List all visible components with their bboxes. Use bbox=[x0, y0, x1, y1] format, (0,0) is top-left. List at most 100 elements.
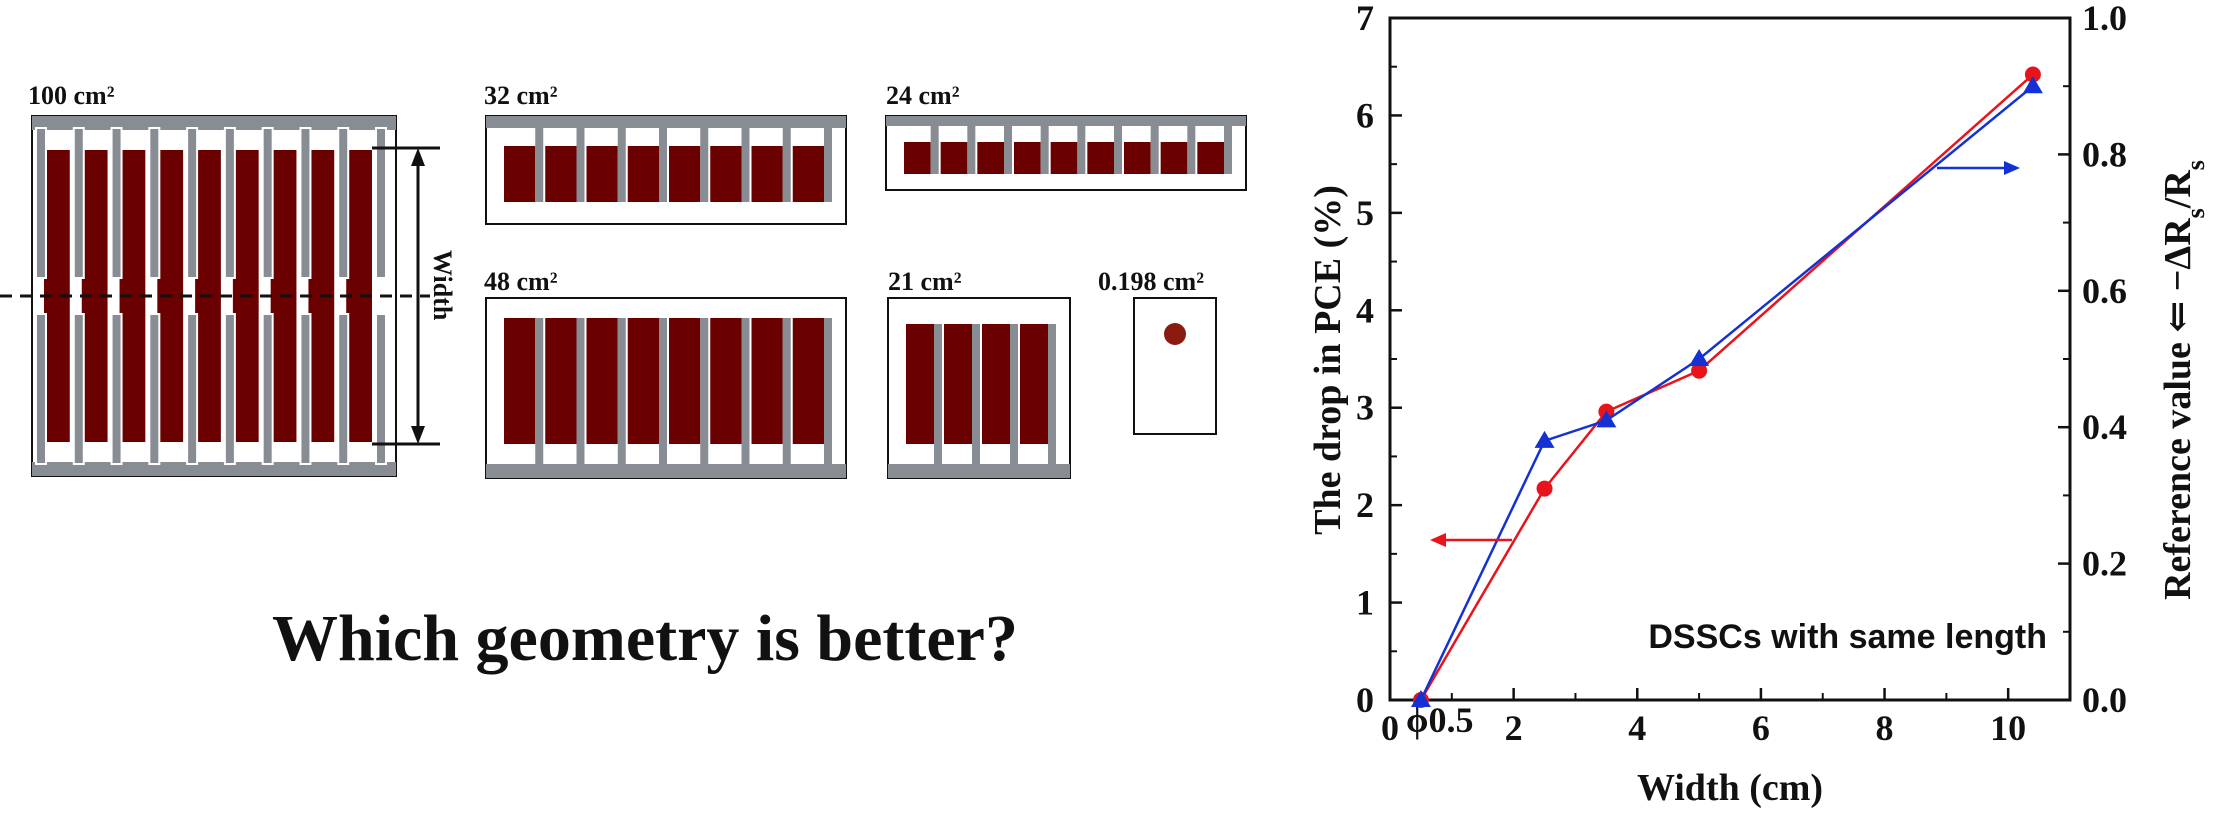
plot-frame bbox=[1388, 16, 2072, 702]
cell-32: 32 cm² bbox=[484, 81, 847, 225]
y-left-tick-label: 6 bbox=[1356, 95, 1374, 135]
y-right-tick-label: 0.8 bbox=[2082, 134, 2127, 174]
active-strip bbox=[904, 142, 931, 174]
active-strip bbox=[586, 318, 618, 444]
grid-finger bbox=[700, 126, 709, 202]
cell-0198: 0.198 cm² bbox=[1098, 267, 1217, 435]
question-text: Which geometry is better? bbox=[272, 602, 1018, 675]
y-left-axis-title: The drop in PCE (%) bbox=[1307, 185, 1349, 535]
cell-24: 24 cm² bbox=[885, 81, 1247, 191]
x-tick-label: 8 bbox=[1876, 708, 1894, 748]
grid-finger bbox=[659, 126, 667, 202]
finger-top bbox=[72, 127, 85, 279]
grid-finger bbox=[1010, 324, 1018, 466]
finger-top bbox=[35, 127, 47, 279]
x-ticks: 0 2 4 6 8 10 bbox=[1381, 688, 2026, 748]
active-strip bbox=[627, 146, 659, 202]
active-strip bbox=[1020, 324, 1048, 444]
finger-bottom bbox=[35, 313, 47, 465]
annotation-text: DSSCs with same length bbox=[1648, 618, 2047, 656]
finger-bottom bbox=[72, 313, 85, 465]
area-label-21: 21 cm² bbox=[888, 267, 962, 296]
x-tick-label: 0 bbox=[1381, 708, 1399, 748]
grid-finger bbox=[617, 126, 626, 202]
finger-bottom bbox=[261, 313, 274, 465]
area-label-24: 24 cm² bbox=[886, 81, 960, 110]
grid-finger bbox=[934, 324, 942, 466]
y-left-tick-label: 1 bbox=[1356, 583, 1374, 623]
active-strip bbox=[792, 318, 824, 444]
grid-finger bbox=[824, 318, 832, 466]
finger-bottom bbox=[148, 313, 161, 465]
area-label-32: 32 cm² bbox=[484, 81, 558, 110]
active-strip bbox=[906, 324, 934, 444]
grid-finger bbox=[1150, 124, 1159, 174]
grid-finger bbox=[1077, 124, 1086, 174]
active-strip bbox=[669, 146, 701, 202]
grid-finger bbox=[576, 126, 585, 202]
circle-marker bbox=[2024, 66, 2041, 83]
triangle-marker bbox=[1689, 349, 1710, 366]
finger-top bbox=[110, 127, 123, 279]
y-right-tick-label: 0.2 bbox=[2082, 544, 2127, 584]
triangle-marker bbox=[1534, 430, 1555, 448]
y-left-tick-label: 4 bbox=[1356, 290, 1374, 330]
y-right-axis-title: Reference value ⇐ −ΔRs/Rs bbox=[2157, 160, 2210, 600]
finger-top bbox=[261, 127, 274, 279]
grid-finger bbox=[782, 126, 791, 202]
active-strip bbox=[504, 146, 536, 202]
triangle-marker bbox=[2022, 76, 2043, 94]
active-strip bbox=[627, 318, 659, 444]
finger-bottom bbox=[299, 313, 312, 465]
area-label-48: 48 cm² bbox=[484, 267, 558, 296]
area-label-100: 100 cm² bbox=[28, 81, 115, 110]
active-strip bbox=[751, 318, 783, 444]
active-strip bbox=[586, 146, 618, 202]
active-strip bbox=[545, 318, 577, 444]
cell-21: 21 cm² bbox=[887, 267, 1071, 479]
grid-finger bbox=[824, 126, 832, 202]
right-axis-arrow bbox=[1937, 161, 2020, 175]
finger-top bbox=[148, 127, 161, 279]
geometry-diagram: 100 cm² Width 32 cm² 24 cm² 48 cm² 2 bbox=[0, 81, 1247, 675]
active-strip bbox=[710, 146, 742, 202]
grid-finger bbox=[741, 126, 750, 202]
active-strip bbox=[545, 146, 577, 202]
finger-bottom bbox=[375, 313, 387, 465]
x-axis-title: Width (cm) bbox=[1637, 767, 1823, 809]
grid-finger bbox=[741, 318, 750, 466]
grid-finger bbox=[535, 318, 544, 466]
grid-finger bbox=[1004, 124, 1012, 174]
active-strip bbox=[669, 318, 701, 444]
triangle-marker bbox=[1410, 690, 1431, 707]
finger-bottom bbox=[223, 313, 236, 465]
active-strip bbox=[977, 142, 1004, 174]
active-strip bbox=[1197, 142, 1224, 174]
y-left-tick-label: 0 bbox=[1356, 680, 1374, 720]
x-tick-label: 6 bbox=[1752, 708, 1770, 748]
active-strip bbox=[1124, 142, 1151, 174]
grid-finger bbox=[1114, 124, 1122, 174]
x-tick-label: 2 bbox=[1505, 708, 1523, 748]
series-layer bbox=[1410, 66, 2043, 708]
small-cell-dot bbox=[1164, 323, 1186, 345]
grid-finger bbox=[617, 318, 626, 466]
active-strip bbox=[792, 146, 824, 202]
cell-48: 48 cm² bbox=[484, 267, 847, 479]
y-left-tick-label: 3 bbox=[1356, 388, 1374, 428]
grid-finger bbox=[967, 124, 976, 174]
grid-fingers bbox=[35, 127, 387, 465]
finger-top bbox=[299, 127, 312, 279]
y-left-tick-label: 2 bbox=[1356, 485, 1374, 525]
grid-finger bbox=[700, 318, 709, 466]
grid-finger bbox=[1224, 124, 1232, 174]
active-strip bbox=[710, 318, 742, 444]
y-right-ticks: 0.0 0.2 0.4 0.6 0.8 1.0 bbox=[2058, 0, 2127, 720]
active-strip bbox=[944, 324, 972, 444]
active-strip bbox=[982, 324, 1010, 444]
y-right-tick-label: 0.4 bbox=[2082, 407, 2127, 447]
active-strip bbox=[504, 318, 536, 444]
grid-finger bbox=[535, 126, 544, 202]
y-left-tick-label: 5 bbox=[1356, 193, 1374, 233]
